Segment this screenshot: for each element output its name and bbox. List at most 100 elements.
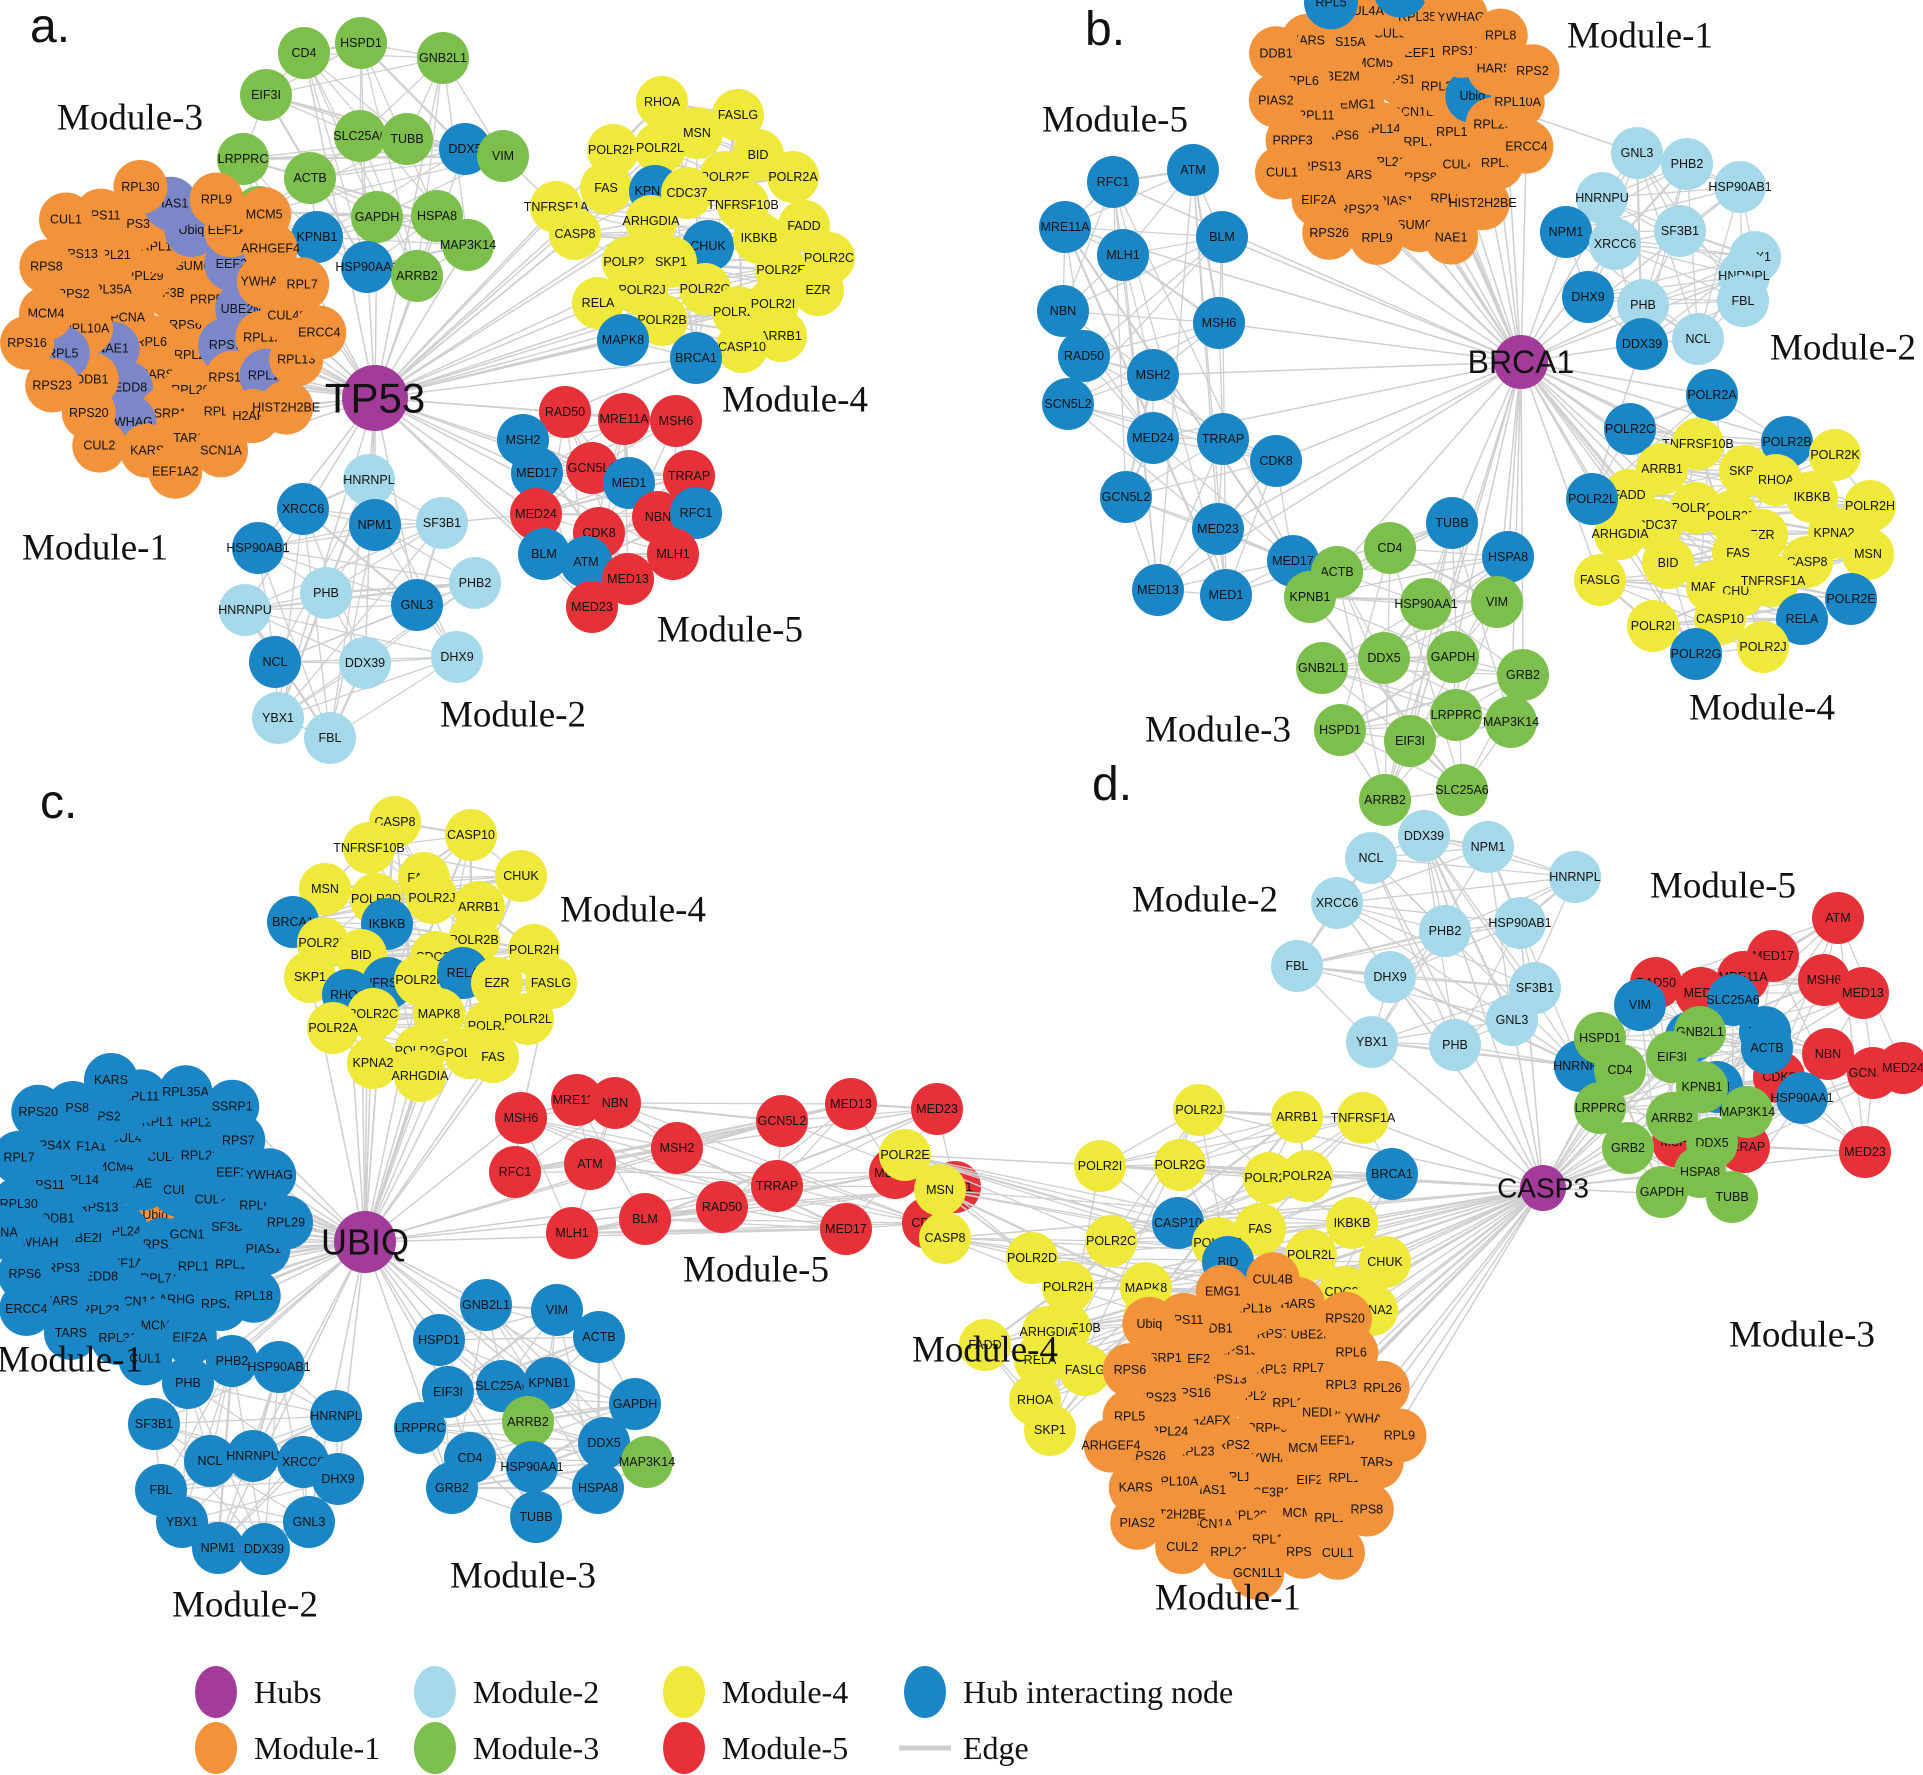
node-TNFRSF10B[interactable] bbox=[343, 822, 395, 874]
node-TRRAP[interactable] bbox=[1197, 413, 1249, 465]
node-POLR2G[interactable] bbox=[1154, 1139, 1206, 1191]
node-BLM[interactable] bbox=[1196, 211, 1248, 263]
node-XRCC6[interactable] bbox=[1311, 877, 1363, 929]
node-CDK8[interactable] bbox=[1250, 435, 1302, 487]
node-BRCA1[interactable] bbox=[670, 332, 722, 384]
node-DDX39[interactable] bbox=[1616, 318, 1668, 370]
node-MSH2[interactable] bbox=[1127, 349, 1179, 401]
node-MRE11A[interactable] bbox=[598, 393, 650, 445]
node-DDX39[interactable] bbox=[1398, 810, 1450, 862]
node-POLR2L[interactable] bbox=[1285, 1229, 1337, 1281]
node-RPL7[interactable] bbox=[0, 1130, 47, 1185]
hub-node-CASP3[interactable] bbox=[1520, 1165, 1566, 1211]
node-GAPDH[interactable] bbox=[351, 191, 403, 243]
node-HNRNPU[interactable] bbox=[227, 1430, 279, 1482]
node-HSP90AB1[interactable] bbox=[1494, 897, 1546, 949]
node-NBN[interactable] bbox=[1037, 285, 1089, 337]
node-ARHGEF4[interactable] bbox=[1083, 1418, 1138, 1473]
node-GNB2L1[interactable] bbox=[460, 1279, 512, 1331]
node-EZR[interactable] bbox=[471, 957, 523, 1009]
node-RAD50[interactable] bbox=[696, 1181, 748, 1233]
node-POLR2J[interactable] bbox=[1737, 621, 1789, 673]
node-EEF1A2[interactable] bbox=[148, 444, 203, 499]
node-NCL[interactable] bbox=[1672, 313, 1724, 365]
node-TUBB[interactable] bbox=[510, 1491, 562, 1543]
node-RPL26[interactable] bbox=[1355, 1360, 1410, 1415]
node-NAE1[interactable] bbox=[1424, 210, 1479, 265]
node-POLR2E[interactable] bbox=[879, 1129, 931, 1181]
node-SF3B1[interactable] bbox=[416, 497, 468, 549]
node-ARRB2[interactable] bbox=[502, 1396, 554, 1448]
node-RAD50[interactable] bbox=[1058, 330, 1110, 382]
node-ARHGDIA[interactable] bbox=[394, 1050, 446, 1102]
node-RPS26[interactable] bbox=[1302, 205, 1357, 260]
node-MRE11A[interactable] bbox=[1039, 201, 1091, 253]
node-CUL2[interactable] bbox=[1155, 1520, 1210, 1574]
node-EZR[interactable] bbox=[792, 264, 844, 316]
node-HSPA8[interactable] bbox=[572, 1462, 624, 1514]
node-GRB2[interactable] bbox=[426, 1462, 478, 1514]
node-HSPD1[interactable] bbox=[413, 1314, 465, 1366]
node-RPS6[interactable] bbox=[1102, 1343, 1157, 1398]
node-EIF2A[interactable] bbox=[162, 1310, 217, 1365]
node-CASP8[interactable] bbox=[919, 1212, 971, 1264]
node-GRB2[interactable] bbox=[1602, 1122, 1654, 1174]
node-FAS[interactable] bbox=[1234, 1203, 1286, 1255]
node-GRB2[interactable] bbox=[1497, 649, 1549, 701]
node-NPM1[interactable] bbox=[349, 499, 401, 551]
node-RPS8[interactable] bbox=[19, 239, 74, 294]
node-HNRNPU[interactable] bbox=[1576, 172, 1628, 224]
node-EIF3I[interactable] bbox=[422, 1366, 474, 1418]
node-LRPPRC[interactable] bbox=[217, 133, 269, 185]
node-ARRB2[interactable] bbox=[1646, 1092, 1698, 1144]
node-KPNB1[interactable] bbox=[1284, 571, 1336, 623]
node-KPNB1[interactable] bbox=[523, 1357, 575, 1409]
node-DHX9[interactable] bbox=[1562, 271, 1614, 323]
node-XRCC6[interactable] bbox=[277, 483, 329, 535]
node-XRCC6[interactable] bbox=[1589, 218, 1641, 270]
node-POLR2H[interactable] bbox=[1844, 480, 1896, 532]
node-IKBKB[interactable] bbox=[1326, 1197, 1378, 1249]
node-EIF3I[interactable] bbox=[1384, 715, 1436, 767]
node-NPM1[interactable] bbox=[1462, 821, 1514, 873]
node-MED1[interactable] bbox=[603, 457, 655, 509]
node-PHB[interactable] bbox=[1617, 279, 1669, 331]
node-POLR2C[interactable] bbox=[1604, 403, 1656, 455]
node-MAP3K14[interactable] bbox=[1485, 696, 1537, 748]
node-POLR2K[interactable] bbox=[1243, 1152, 1295, 1204]
node-POLR2G[interactable] bbox=[1670, 628, 1722, 680]
node-RFC1[interactable] bbox=[489, 1146, 541, 1198]
hub-node-TP53[interactable] bbox=[342, 365, 408, 431]
node-MAP3K14[interactable] bbox=[1721, 1086, 1773, 1138]
node-CASP10[interactable] bbox=[445, 809, 497, 861]
node-SKP1[interactable] bbox=[1024, 1404, 1076, 1456]
node-YWHAG[interactable] bbox=[242, 1148, 297, 1203]
node-MSN[interactable] bbox=[299, 863, 351, 915]
node-GNB2L1[interactable] bbox=[417, 32, 469, 84]
node-GAPDH[interactable] bbox=[1427, 631, 1479, 683]
node-SCN1A[interactable] bbox=[194, 423, 248, 478]
node-GNL3[interactable] bbox=[391, 579, 443, 631]
node-DDX39[interactable] bbox=[238, 1523, 290, 1575]
node-CD4[interactable] bbox=[1364, 522, 1416, 574]
node-SLC25A6[interactable] bbox=[1436, 764, 1488, 816]
node-VIM[interactable] bbox=[1614, 979, 1666, 1031]
node-GAPDH[interactable] bbox=[609, 1378, 661, 1430]
node-YBX1[interactable] bbox=[156, 1496, 208, 1548]
node-HSP90AB1[interactable] bbox=[253, 1341, 305, 1393]
node-FASLG[interactable] bbox=[712, 89, 764, 141]
node-MLH1[interactable] bbox=[647, 528, 699, 580]
node-HSP90AA1[interactable] bbox=[1776, 1072, 1828, 1124]
node-TARS[interactable] bbox=[43, 1305, 98, 1360]
node-EMG1[interactable] bbox=[1195, 1264, 1250, 1319]
node-POLR2D[interactable] bbox=[1006, 1232, 1058, 1284]
node-MCM5[interactable] bbox=[237, 187, 292, 242]
hub-node-UBIQ[interactable] bbox=[334, 1211, 396, 1273]
node-HNRNPU[interactable] bbox=[219, 584, 271, 636]
node-ATM[interactable] bbox=[1167, 144, 1219, 196]
node-MED24[interactable] bbox=[1877, 1042, 1923, 1094]
node-TRRAP[interactable] bbox=[751, 1160, 803, 1212]
node-RPS23[interactable] bbox=[25, 358, 80, 413]
node-MED23[interactable] bbox=[911, 1083, 963, 1135]
node-PCNA[interactable] bbox=[0, 1205, 28, 1260]
